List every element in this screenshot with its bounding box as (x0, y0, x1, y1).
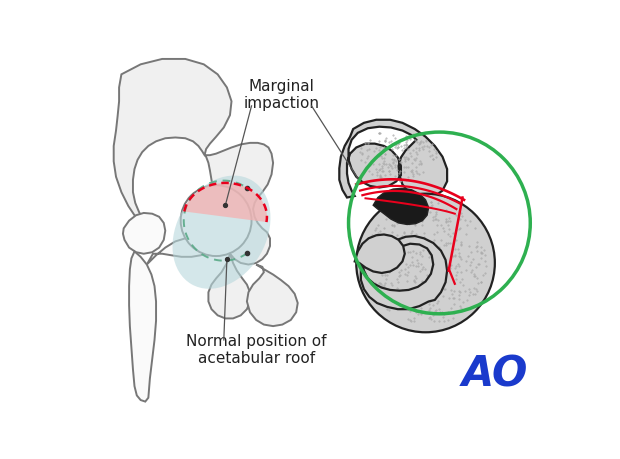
Polygon shape (208, 254, 250, 319)
Polygon shape (205, 143, 273, 264)
Text: Normal position of
acetabular roof: Normal position of acetabular roof (186, 334, 326, 366)
Polygon shape (355, 235, 405, 273)
Circle shape (180, 185, 252, 256)
Polygon shape (361, 236, 447, 309)
Text: Marginal
impaction: Marginal impaction (244, 79, 319, 112)
Polygon shape (184, 183, 267, 222)
Polygon shape (247, 264, 298, 326)
Polygon shape (147, 237, 214, 264)
Polygon shape (339, 120, 447, 198)
Circle shape (356, 194, 495, 332)
Text: AO: AO (462, 353, 528, 396)
Polygon shape (123, 213, 166, 254)
Ellipse shape (172, 176, 270, 289)
Polygon shape (113, 59, 231, 226)
Polygon shape (373, 188, 428, 224)
Polygon shape (129, 252, 156, 402)
Circle shape (348, 132, 530, 314)
